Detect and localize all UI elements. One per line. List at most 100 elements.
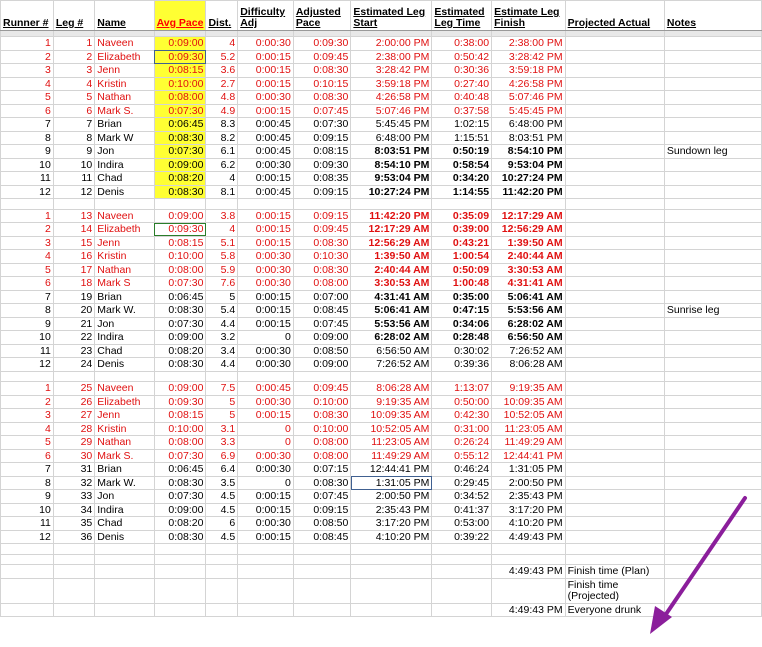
leg-start-cell[interactable]: 5:53:56 AM	[350, 316, 433, 331]
empty-cell[interactable]	[292, 564, 352, 579]
notes-cell[interactable]	[663, 357, 762, 372]
notes-cell[interactable]	[663, 36, 762, 51]
leg-finish-cell[interactable]: 3:28:42 PM	[491, 49, 566, 64]
adjusted-pace-cell[interactable]: 0:09:00	[292, 330, 352, 345]
avg-pace-cell[interactable]: 0:08:15	[153, 63, 207, 78]
empty-cell[interactable]	[52, 30, 96, 37]
projected-actual-cell[interactable]	[564, 408, 665, 423]
avg-pace-cell[interactable]: 0:09:30	[153, 49, 207, 64]
difficulty-adj-cell[interactable]: 0:00:30	[237, 262, 294, 277]
empty-cell[interactable]	[205, 543, 239, 555]
runner-cell[interactable]: 8	[0, 303, 54, 318]
projected-actual-cell[interactable]	[564, 208, 665, 223]
runner-cell[interactable]: 7	[0, 117, 54, 132]
difficulty-adj-cell[interactable]: 0:00:30	[237, 394, 294, 409]
leg-finish-cell[interactable]: 1:39:50 AM	[491, 235, 566, 250]
leg-finish-cell[interactable]: 9:19:35 AM	[491, 381, 566, 396]
empty-cell[interactable]	[52, 602, 96, 617]
leg-cell[interactable]: 6	[52, 103, 96, 118]
empty-cell[interactable]	[52, 198, 96, 210]
leg-cell[interactable]: 5	[52, 90, 96, 105]
projected-actual-cell[interactable]	[564, 262, 665, 277]
dist-cell[interactable]: 6.9	[205, 448, 239, 463]
name-cell[interactable]: Mark S.	[94, 448, 155, 463]
empty-cell[interactable]	[663, 602, 762, 617]
name-cell[interactable]: Chad	[94, 343, 155, 358]
name-cell[interactable]: Naveen	[94, 381, 155, 396]
name-cell[interactable]: Denis	[94, 357, 155, 372]
leg-time-cell[interactable]: 0:28:48	[431, 330, 493, 345]
adjusted-pace-cell[interactable]: 0:08:30	[292, 408, 352, 423]
empty-cell[interactable]	[94, 602, 155, 617]
difficulty-adj-cell[interactable]: 0:00:15	[237, 316, 294, 331]
difficulty-adj-cell[interactable]: 0:00:15	[237, 49, 294, 64]
projected-actual-cell[interactable]	[564, 63, 665, 78]
adjusted-pace-cell[interactable]: 0:10:30	[292, 249, 352, 264]
projected-actual-cell[interactable]	[564, 502, 665, 517]
leg-start-cell[interactable]: 5:45:45 PM	[350, 117, 433, 132]
runner-cell[interactable]: 9	[0, 144, 54, 159]
leg-time-cell[interactable]: 0:53:00	[431, 516, 493, 531]
notes-cell[interactable]	[663, 262, 762, 277]
avg-pace-cell[interactable]: 0:07:30	[153, 448, 207, 463]
difficulty-adj-cell[interactable]: 0:00:30	[237, 343, 294, 358]
notes-cell[interactable]	[663, 502, 762, 517]
leg-start-cell[interactable]: 6:56:50 AM	[350, 343, 433, 358]
difficulty-adj-cell[interactable]: 0:00:30	[237, 36, 294, 51]
empty-cell[interactable]	[153, 553, 207, 565]
projected-actual-cell[interactable]	[564, 184, 665, 199]
runner-cell[interactable]: 11	[0, 171, 54, 186]
avg-pace-cell[interactable]: 0:06:45	[153, 462, 207, 477]
notes-cell[interactable]	[663, 489, 762, 504]
notes-cell[interactable]	[663, 435, 762, 450]
projected-actual-cell[interactable]	[564, 235, 665, 250]
notes-cell[interactable]	[663, 448, 762, 463]
avg-pace-cell[interactable]: 0:08:00	[153, 262, 207, 277]
leg-start-cell[interactable]: 3:17:20 PM	[350, 516, 433, 531]
leg-time-cell[interactable]: 1:00:54	[431, 249, 493, 264]
runner-cell[interactable]: 4	[0, 249, 54, 264]
adjusted-pace-cell[interactable]: 0:10:15	[292, 76, 352, 91]
projected-actual-cell[interactable]	[564, 343, 665, 358]
leg-finish-cell[interactable]: 5:45:45 PM	[491, 103, 566, 118]
leg-finish-cell[interactable]: 8:03:51 PM	[491, 130, 566, 145]
empty-cell[interactable]	[431, 30, 493, 37]
empty-cell[interactable]	[431, 370, 493, 382]
adjusted-pace-cell[interactable]: 0:08:00	[292, 276, 352, 291]
empty-cell[interactable]	[153, 577, 207, 604]
empty-cell[interactable]	[292, 553, 352, 565]
avg-pace-cell[interactable]: 0:06:45	[153, 289, 207, 304]
empty-cell[interactable]	[350, 553, 433, 565]
adjusted-pace-cell[interactable]: 0:09:00	[292, 357, 352, 372]
adjusted-pace-cell[interactable]: 0:09:45	[292, 49, 352, 64]
empty-cell[interactable]	[350, 370, 433, 382]
name-cell[interactable]: Jenn	[94, 63, 155, 78]
notes-cell[interactable]	[663, 49, 762, 64]
name-cell[interactable]: Brian	[94, 117, 155, 132]
header-runner[interactable]: Runner #	[0, 0, 54, 31]
leg-time-cell[interactable]: 0:37:58	[431, 103, 493, 118]
name-cell[interactable]: Mark W.	[94, 475, 155, 490]
leg-cell[interactable]: 30	[52, 448, 96, 463]
avg-pace-cell[interactable]: 0:08:00	[153, 435, 207, 450]
difficulty-adj-cell[interactable]: 0:00:45	[237, 117, 294, 132]
name-cell[interactable]: Mark S	[94, 276, 155, 291]
runner-cell[interactable]: 8	[0, 475, 54, 490]
leg-finish-cell[interactable]: 12:56:29 AM	[491, 222, 566, 237]
empty-cell[interactable]	[0, 602, 54, 617]
projected-actual-cell[interactable]	[564, 462, 665, 477]
summary-label-cell[interactable]: Finish time (Projected)	[564, 577, 665, 604]
leg-finish-cell[interactable]: 4:10:20 PM	[491, 516, 566, 531]
leg-start-cell[interactable]: 4:10:20 PM	[350, 529, 433, 544]
name-cell[interactable]: Brian	[94, 462, 155, 477]
avg-pace-cell[interactable]: 0:08:20	[153, 343, 207, 358]
summary-value-cell[interactable]: 4:49:43 PM	[491, 602, 566, 617]
header-estimated-leg-time[interactable]: Estimated Leg Time	[431, 0, 493, 31]
empty-cell[interactable]	[0, 553, 54, 565]
notes-cell[interactable]	[663, 421, 762, 436]
difficulty-adj-cell[interactable]: 0:00:15	[237, 222, 294, 237]
name-cell[interactable]: Naveen	[94, 208, 155, 223]
empty-cell[interactable]	[431, 564, 493, 579]
runner-cell[interactable]: 11	[0, 343, 54, 358]
dist-cell[interactable]: 6	[205, 516, 239, 531]
